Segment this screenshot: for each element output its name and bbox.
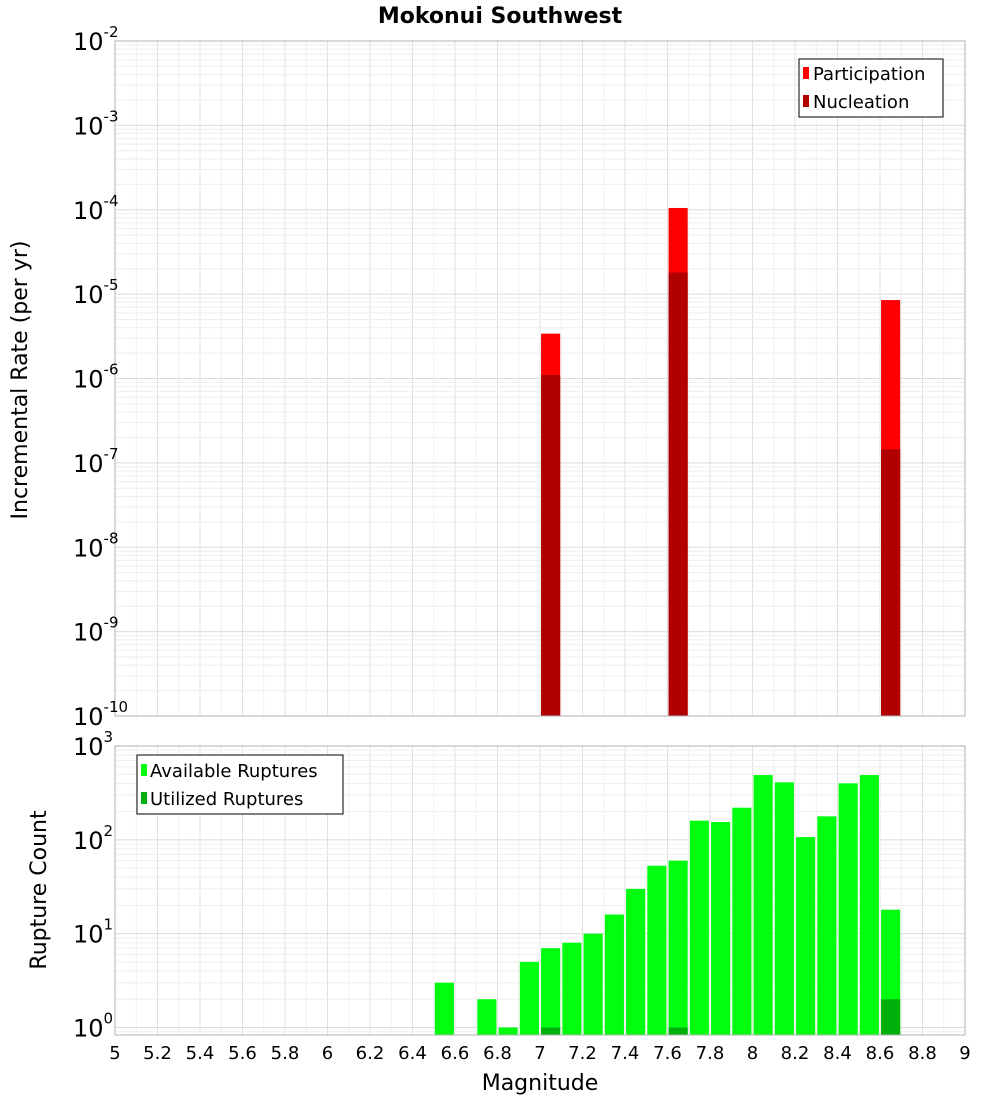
rate-y-tick-label: 10-2 [73, 23, 119, 56]
x-tick-label: 7.2 [568, 1043, 597, 1064]
rate-y-tick-label: 10-4 [73, 192, 119, 225]
count-bar-available-ruptures [541, 948, 561, 1035]
legend-available-label: Available Ruptures [150, 761, 318, 782]
x-tick-label: 5.6 [228, 1043, 257, 1064]
x-tick-label: 6.6 [441, 1043, 470, 1064]
count-y-tick-label: 103 [73, 728, 113, 761]
rate-y-axis-title: Incremental Rate (per yr) [8, 241, 33, 520]
x-tick-label: 8.2 [781, 1043, 810, 1064]
rate-bar-nucleation [668, 272, 688, 716]
x-tick-label: 5.4 [186, 1043, 215, 1064]
rate-gridlines [115, 41, 965, 716]
x-tick-label: 6.2 [356, 1043, 385, 1064]
count-bar-available-ruptures [753, 775, 773, 1035]
legend-nucleation-swatch [803, 95, 809, 107]
legend-participation-label: Participation [813, 64, 925, 85]
rate-bar-nucleation [541, 375, 561, 716]
rate-y-tick-label: 10-6 [73, 361, 119, 394]
count-y-tick-label: 100 [73, 1009, 113, 1042]
rate-y-tick-label: 10-3 [73, 107, 119, 140]
x-axis-title: Magnitude [482, 1071, 599, 1096]
count-bar-available-ruptures [562, 942, 582, 1035]
legend-available-swatch [141, 764, 147, 776]
count-y-tick-labels: 100 101 102 103 [73, 728, 113, 1042]
rate-y-tick-label: 10-10 [73, 698, 128, 731]
x-tick-label: 7 [534, 1043, 545, 1064]
rate-y-tick-label: 10-5 [73, 276, 119, 309]
count-legend: Available Ruptures Utilized Ruptures [136, 754, 344, 815]
count-y-axis-title: Rupture Count [27, 810, 52, 970]
count-bar-available-ruptures [626, 888, 646, 1035]
count-bar-available-ruptures [519, 961, 539, 1035]
x-tick-label: 8.8 [908, 1043, 937, 1064]
rate-legend-box [798, 58, 944, 118]
count-bar-available-ruptures [838, 783, 858, 1035]
rate-bar-nucleation [881, 449, 901, 716]
x-tick-label: 6.8 [483, 1043, 512, 1064]
legend-participation-swatch [803, 67, 809, 79]
count-bar-available-ruptures [647, 865, 667, 1035]
count-bar-available-ruptures [732, 807, 752, 1035]
count-y-tick-label: 102 [73, 822, 113, 855]
legend-utilized-label: Utilized Ruptures [150, 789, 303, 810]
count-panel: 100 101 102 103 5 5.2 5.4 5.6 5.8 6 6.2 6.4 6.6 6.8 7… [27, 728, 971, 1096]
x-tick-label: 8.4 [823, 1043, 852, 1064]
count-y-tick-label: 101 [73, 916, 113, 949]
count-legend-box [136, 754, 344, 815]
chart-title: Mokonui Southwest [378, 4, 623, 29]
count-plot-frame [114, 745, 966, 1036]
count-bar-available-ruptures [774, 782, 794, 1035]
x-tick-label: 8 [747, 1043, 758, 1064]
legend-utilized-swatch [141, 792, 147, 804]
count-bars [434, 775, 901, 1035]
rate-plot-frame [114, 40, 966, 717]
x-tick-label: 8.6 [866, 1043, 895, 1064]
x-tick-label: 6 [322, 1043, 333, 1064]
count-bar-available-ruptures [859, 775, 879, 1035]
rate-panel: 10-10 10-9 10-8 10-7 10-6 10-5 10-4 10-3 10-2 In… [8, 23, 966, 731]
x-tick-labels: 5 5.2 5.4 5.6 5.8 6 6.2 6.4 6.6 6.8 7 7.2 7.4 7.6 7.8 8… [109, 1043, 970, 1064]
x-tick-label: 6.4 [398, 1043, 427, 1064]
count-bar-available-ruptures [583, 933, 603, 1035]
x-tick-label: 9 [959, 1043, 970, 1064]
x-tick-label: 5.8 [271, 1043, 300, 1064]
count-bar-available-ruptures [796, 837, 816, 1035]
x-tick-label: 7.8 [696, 1043, 725, 1064]
count-bar-available-ruptures [711, 821, 731, 1035]
x-tick-label: 5 [109, 1043, 120, 1064]
count-bar-available-ruptures [817, 816, 837, 1035]
x-tick-label: 5.2 [143, 1043, 172, 1064]
count-bar-available-ruptures [668, 860, 688, 1035]
count-bar-available-ruptures [434, 982, 454, 1035]
count-bar-utilized-ruptures [881, 999, 901, 1035]
rate-bars [541, 207, 901, 716]
count-bar-utilized-ruptures [541, 1027, 561, 1035]
legend-nucleation-label: Nucleation [813, 92, 909, 113]
count-bar-available-ruptures [689, 820, 709, 1035]
count-bar-utilized-ruptures [668, 1027, 688, 1035]
count-bar-available-ruptures [477, 999, 497, 1035]
rate-y-tick-label: 10-7 [73, 445, 119, 478]
x-tick-label: 7.4 [611, 1043, 640, 1064]
rate-y-tick-labels: 10-10 10-9 10-8 10-7 10-6 10-5 10-4 10-3 10-2 [73, 23, 128, 731]
rate-y-tick-label: 10-8 [73, 529, 119, 562]
rate-legend: Participation Nucleation [798, 58, 944, 118]
x-tick-label: 7.6 [653, 1043, 682, 1064]
count-bar-available-ruptures [498, 1027, 518, 1035]
rate-y-tick-label: 10-9 [73, 614, 119, 647]
count-bar-available-ruptures [604, 914, 624, 1035]
